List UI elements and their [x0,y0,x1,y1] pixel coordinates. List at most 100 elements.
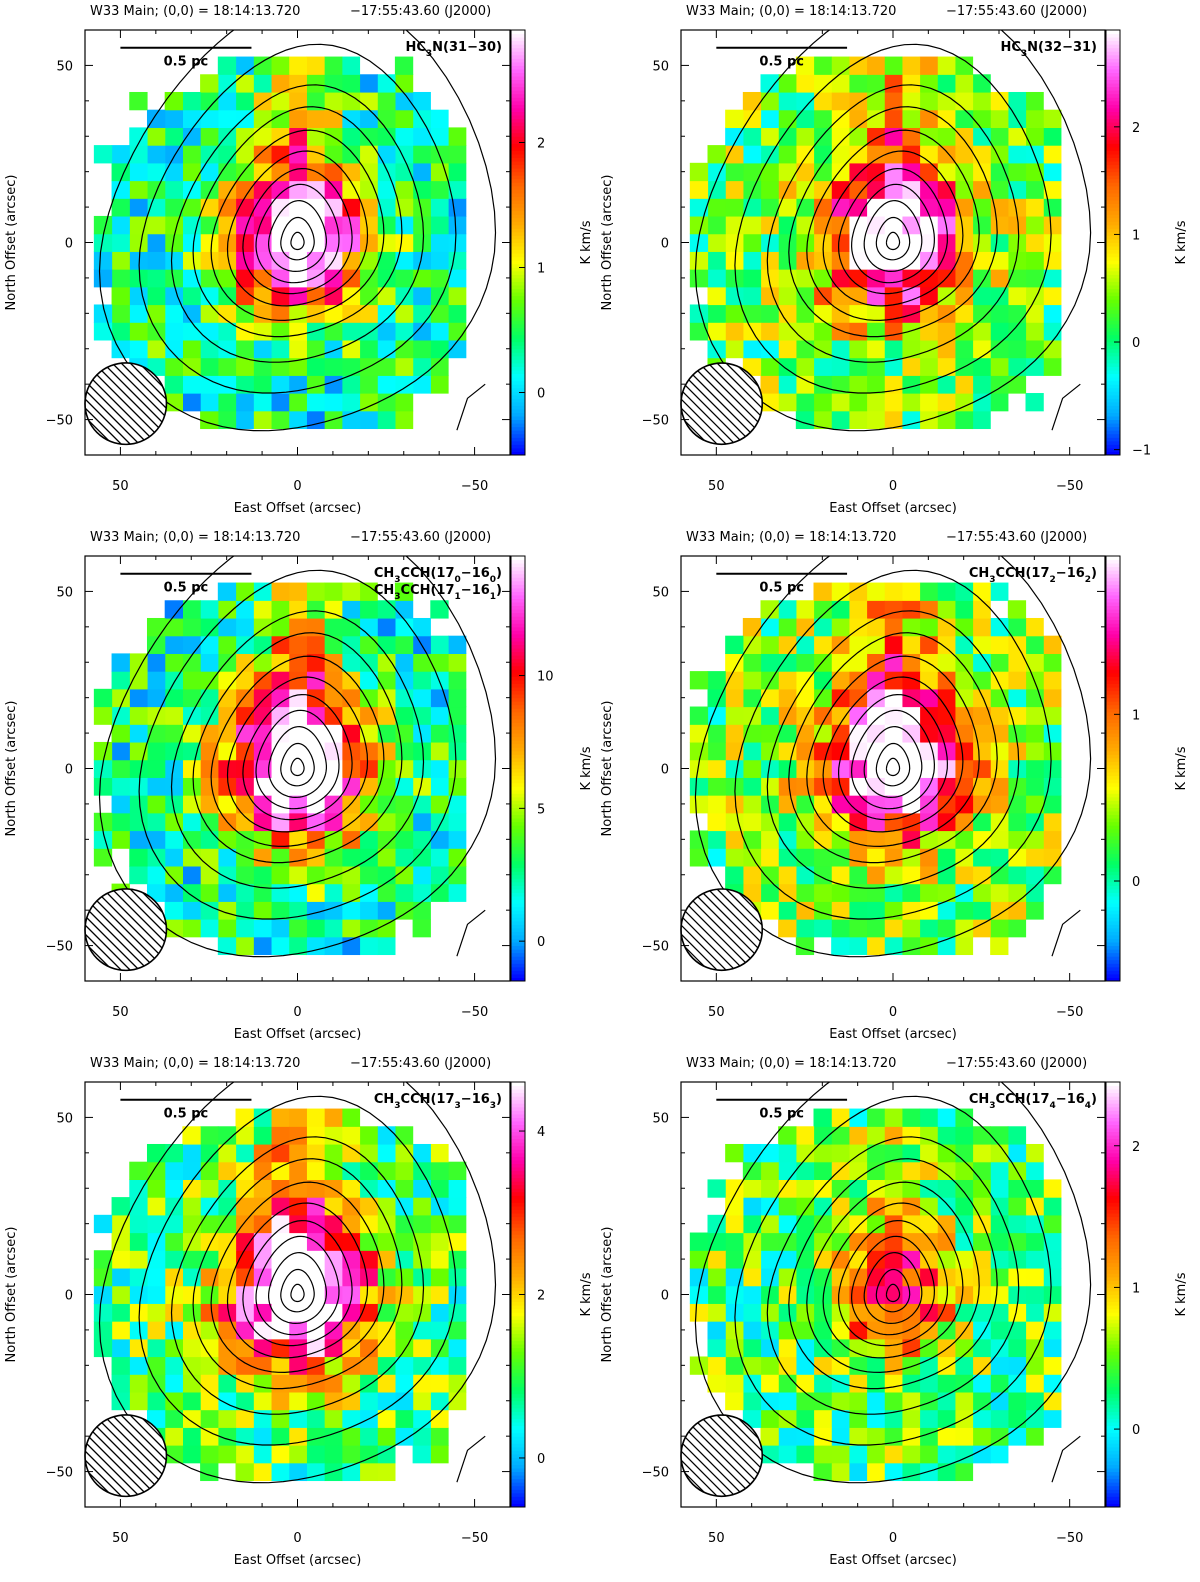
heatmap-pixel [377,1391,396,1411]
heatmap-pixel [1025,635,1044,654]
hatch-line [102,888,167,971]
colorbar-step [1106,320,1120,325]
heatmap-pixel [324,56,343,75]
heatmap-pixel [359,109,378,128]
heatmap-pixel [164,901,183,920]
heatmap-pixel [377,251,396,270]
heatmap-pixel [377,74,396,93]
heatmap-pixel [377,1267,396,1287]
heatmap-pixel [270,671,290,690]
heatmap-pixel [1025,795,1044,814]
heatmap-pixel [324,375,343,394]
y-axis-label: North Offset (arcsec) [600,701,615,837]
heatmap-pixel [689,1232,709,1251]
heatmap-pixel [412,1445,431,1464]
heatmap-pixel [359,1445,378,1464]
heatmap-pixel [306,1445,325,1464]
heatmap-pixel [253,1214,272,1234]
colorbar-step [1106,842,1120,847]
colorbar-step [1106,150,1120,155]
heatmap-pixel [359,127,378,146]
colorbar-step [511,959,525,964]
transition-label: CH3CCH(171−161) [374,583,502,602]
heatmap-pixel [795,357,815,376]
heatmap-pixel [129,1232,148,1251]
heatmap-pixel [182,848,201,867]
heatmap-pixel [901,1250,921,1269]
heatmap-pixel [972,1143,991,1163]
heatmap-pixel [288,724,307,743]
heatmap-pixel [288,1161,307,1180]
heatmap-pixel [341,322,361,341]
colorbar-step [511,835,525,840]
colorbar-step [1106,750,1120,755]
colorbar-step [511,676,525,681]
heatmap-pixel [919,56,938,75]
heatmap-pixel [377,1338,396,1358]
heatmap-pixel [831,410,850,430]
contour-level [280,742,315,787]
hatch-line [85,1414,131,1497]
heatmap-pixel [164,127,183,146]
colorbar-step [511,1103,525,1108]
heatmap-pixel [341,393,361,412]
colorbar-step [1106,1145,1120,1150]
heatmap-pixel [200,1161,219,1180]
colorbar-step [511,786,525,791]
heatmap-pixel [990,653,1009,672]
colorbar-step [511,242,525,247]
heatmap-pixel [359,812,378,832]
colorbar-step [1106,963,1120,968]
heatmap-pixel [1043,1303,1062,1322]
hatch-line [681,889,745,971]
heatmap-pixel [725,322,744,341]
heatmap-pixel [270,1303,290,1322]
heatmap-pixel [1025,127,1044,146]
colorbar-step [511,1450,525,1455]
heatmap-pixel [306,1356,325,1375]
heatmap-pixel [1025,653,1044,672]
heatmap-pixel [164,1179,183,1198]
colorbar-step [511,800,525,805]
x-axis-label: East Offset (arcsec) [829,1553,957,1568]
heatmap-pixel [990,304,1009,323]
heatmap-pixel [200,1179,219,1198]
colorbar-step [1106,1290,1120,1295]
heatmap-pixel [200,1197,219,1216]
heatmap-pixel [394,1356,414,1375]
heatmap-pixel [253,1267,272,1287]
colorbar-step [1106,444,1120,449]
heatmap-pixel [760,759,779,778]
colorbar-step [511,203,525,208]
colorbar-step [511,1411,525,1416]
heatmap-pixel [111,198,130,217]
heatmap-pixel [848,1391,868,1411]
colorbar-step [511,270,525,275]
heatmap-pixel [430,1445,449,1464]
heatmap-pixel [430,1161,449,1180]
heatmap-pixel [848,1108,868,1127]
colorbar-step [511,1092,525,1097]
colorbar-step [1106,394,1120,399]
colorbar-step [1106,864,1120,869]
heatmap-pixel [377,304,396,323]
heatmap-pixel [901,375,921,394]
heatmap-pixel [778,393,797,412]
colorbar-step [1106,782,1120,787]
colorbar-step [1106,1464,1120,1469]
heatmap-pixel [848,1232,868,1251]
colorbar-step [1106,1142,1120,1147]
x-tick-label: 50 [112,1005,129,1020]
colorbar-step [1106,1499,1120,1504]
heatmap-pixel [795,1374,815,1393]
heatmap-pixel [1007,830,1027,849]
heatmap-pixel [93,233,113,252]
colorbar-step [1106,249,1120,254]
heatmap-pixel [760,339,779,359]
heatmap-pixel [111,812,130,832]
heatmap-pixel [1007,759,1027,778]
colorbar-step [511,1319,525,1324]
heatmap-pixel [866,1161,885,1180]
heatmap-pixel [954,145,974,164]
colorbar-step [1106,633,1120,638]
